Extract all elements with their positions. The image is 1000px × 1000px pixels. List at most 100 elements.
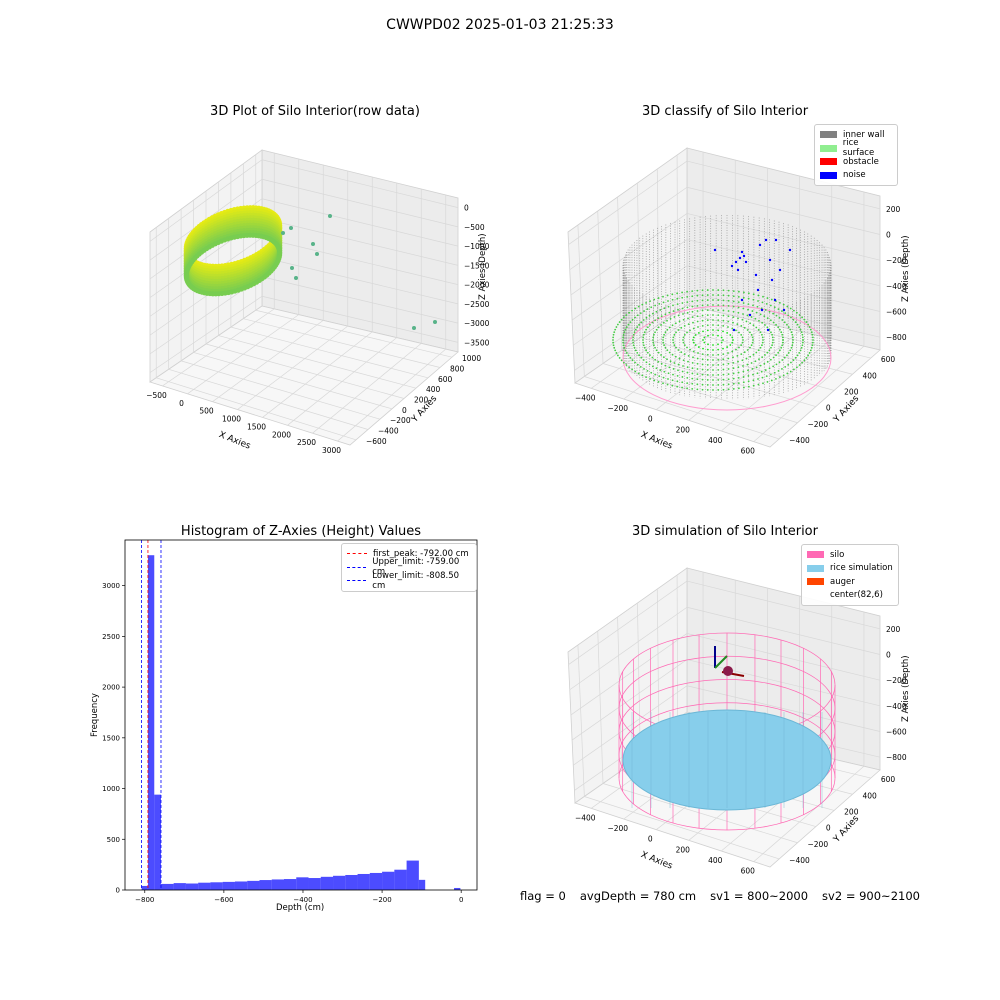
rice-surface-point <box>682 336 685 339</box>
rice-surface-point <box>783 321 786 324</box>
rice-surface-point <box>643 346 646 349</box>
rice-surface-point <box>696 294 699 297</box>
rice-surface-point <box>622 361 625 364</box>
simulation-x-tick: 0 <box>648 835 653 844</box>
rice-surface-point <box>654 346 656 349</box>
rice-surface-point <box>618 357 621 359</box>
rice-surface-point <box>731 350 734 353</box>
rice-surface-point <box>662 301 665 304</box>
rice-surface-point <box>782 339 784 341</box>
rice-surface-point <box>672 339 674 341</box>
rice-surface-point <box>691 367 694 370</box>
simulation-legend-item: rice simulation <box>807 562 893 576</box>
classify-y-tick: 600 <box>881 355 896 364</box>
rice-surface-point <box>800 331 803 334</box>
simulation-x-tick: 600 <box>741 867 756 876</box>
rice-surface-point <box>692 339 694 341</box>
rice-surface-point <box>668 366 671 369</box>
rice-surface-point <box>612 341 615 344</box>
rice-surface-point <box>786 372 789 375</box>
classify-y-tick: −400 <box>789 436 810 445</box>
rice-surface-point <box>749 331 751 334</box>
classify-x-tick: 600 <box>741 447 756 456</box>
rice-surface-point <box>742 296 745 299</box>
rice-surface-point <box>790 346 793 349</box>
rice-surface-point <box>732 388 735 390</box>
raw-x-tick: 0 <box>179 399 184 408</box>
rice-surface-point <box>749 355 752 358</box>
rice-surface-point <box>629 356 632 359</box>
rice-surface-point <box>752 353 755 356</box>
simulation-legend-label: center(82,6) <box>830 590 883 601</box>
rice-surface-point <box>703 341 706 344</box>
rice-surface-point <box>692 356 694 359</box>
simulation-y-tick: 400 <box>863 791 878 800</box>
rice-surface-point <box>615 352 618 354</box>
rice-surface-point <box>712 369 714 371</box>
rice-surface-point <box>691 377 694 380</box>
rice-surface-point <box>780 346 783 349</box>
rice-surface-point <box>672 310 675 312</box>
rice-surface-point <box>659 309 662 311</box>
rice-surface-point <box>707 343 709 346</box>
rice-surface-point <box>672 368 675 370</box>
rice-surface-point <box>692 336 695 339</box>
rice-surface-point <box>741 318 744 321</box>
rice-surface-point <box>732 361 735 364</box>
rice-surface-point <box>706 384 709 386</box>
rice-surface-point <box>743 326 746 329</box>
rice-surface-point <box>801 333 804 336</box>
rice-surface-point <box>775 314 778 317</box>
rice-surface-point <box>755 311 758 314</box>
rice-surface-point <box>766 326 769 329</box>
rice-surface-point <box>676 380 679 383</box>
rice-surface-point <box>732 310 735 313</box>
raw-y-tick: 400 <box>426 385 441 394</box>
rice-surface-point <box>754 360 757 363</box>
rice-surface-point <box>717 319 720 322</box>
rice-surface-point <box>761 341 764 344</box>
rice-surface-point <box>614 349 617 352</box>
rice-surface-point <box>701 309 704 312</box>
rice-surface-point <box>787 351 790 354</box>
rice-surface-point <box>696 378 699 381</box>
rice-surface-point <box>795 366 798 369</box>
rice-surface-point <box>763 315 766 318</box>
rice-surface-point <box>625 326 628 328</box>
rice-surface-point <box>692 350 695 353</box>
rice-surface-point <box>722 388 725 391</box>
rice-surface-point <box>742 370 745 373</box>
rice-surface-point <box>722 314 725 317</box>
rice-surface-point <box>622 336 625 339</box>
rice-surface-point <box>682 318 685 321</box>
rice-surface-point <box>778 316 781 319</box>
rice-surface-point <box>777 326 780 329</box>
rice-surface-point <box>722 368 725 371</box>
rice-surface-point <box>681 386 683 389</box>
rice-surface-point <box>648 314 651 317</box>
rice-surface-point <box>771 341 774 344</box>
raw-z-tick: −3000 <box>464 319 490 328</box>
rice-surface-point <box>735 329 737 332</box>
rice-surface-point <box>701 304 704 307</box>
rice-surface-point <box>740 353 743 356</box>
rice-surface-point <box>707 334 709 337</box>
rice-surface-point <box>651 356 654 359</box>
panel1-title: 3D Plot of Silo Interior(row data) <box>210 104 420 119</box>
rice-surface-point <box>764 354 766 356</box>
rice-surface-point <box>790 316 792 319</box>
rice-surface-point <box>747 380 750 383</box>
simulation-z-tick: −600 <box>886 728 907 737</box>
rice-surface-point <box>751 310 754 312</box>
rice-surface-point <box>642 344 645 347</box>
raw-outlier-point <box>328 214 332 218</box>
rice-surface-point <box>612 339 614 341</box>
rice-surface-point <box>677 308 679 311</box>
raw-x-tick: 2000 <box>272 430 291 439</box>
simulation-legend-item: auger <box>807 575 893 589</box>
rice-surface-point <box>686 301 689 304</box>
rice-surface-point <box>796 354 799 357</box>
rice-surface-point <box>682 341 685 344</box>
